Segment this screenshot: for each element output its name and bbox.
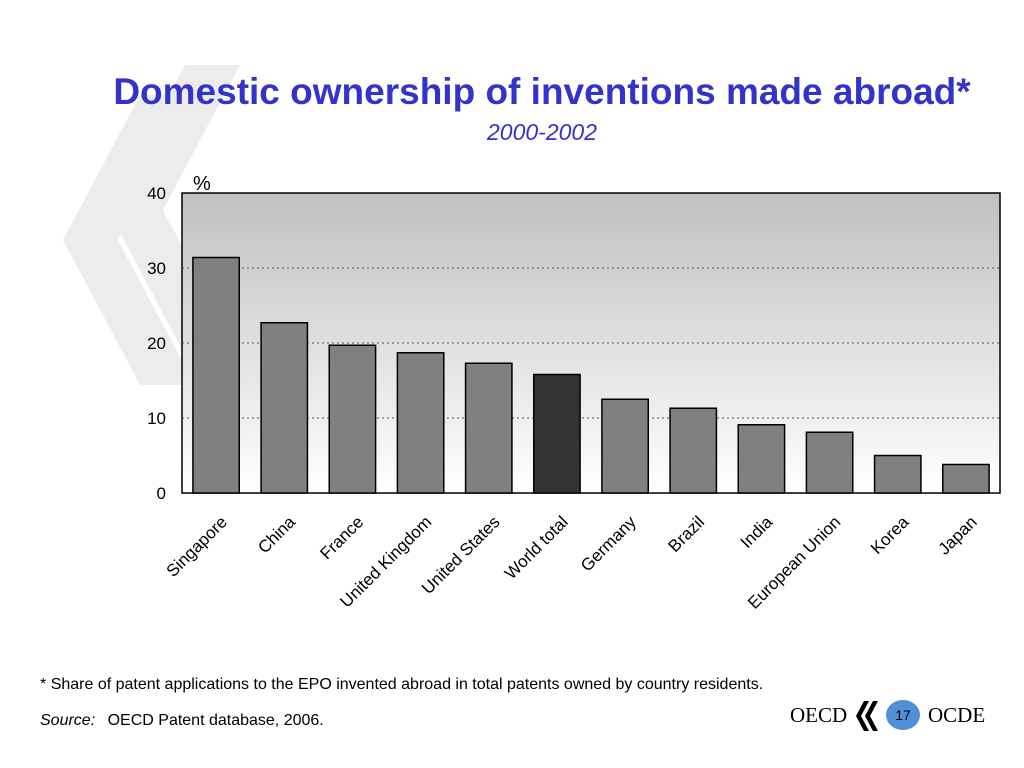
bar-france	[328, 344, 377, 494]
bar-singapore	[192, 256, 241, 494]
x-tick-label: India	[737, 512, 777, 552]
bar-korea	[873, 454, 922, 494]
bar-germany	[601, 398, 650, 494]
bar-china	[260, 322, 309, 494]
x-tick-label: Brazil	[665, 512, 708, 555]
x-tick-label: China	[254, 512, 299, 557]
source-label: Source:	[40, 712, 96, 729]
chart-subtitle: 2000-2002	[487, 119, 597, 145]
footnote: * Share of patent applications to the EP…	[40, 676, 763, 694]
logo-text-ocde: OCDE	[928, 703, 986, 727]
bar-united-kingdom	[396, 352, 445, 494]
bar-brazil	[669, 407, 718, 494]
page-number-badge: 17	[886, 700, 920, 730]
y-tick-label: 30	[147, 259, 166, 278]
y-axis-label: %	[193, 173, 211, 195]
source-text: OECD Patent database, 2006.	[107, 712, 324, 729]
footnote-text: Share of patent applications to the EPO …	[50, 676, 764, 693]
x-tick-label: World total	[501, 512, 572, 583]
bar-japan	[941, 463, 990, 494]
bar-world-total	[532, 373, 581, 494]
x-tick-label: Korea	[867, 512, 913, 558]
x-tick-label: Singapore	[163, 512, 231, 580]
oecd-logo-chevrons-icon	[856, 701, 878, 731]
y-tick-label: 10	[147, 409, 166, 428]
footnote-marker: *	[40, 676, 47, 693]
chart-title: Domestic ownership of inventions made ab…	[113, 71, 971, 112]
oecd-logo: OECD 17 OCDE	[790, 700, 1000, 732]
logo-text-oecd: OECD	[790, 703, 848, 727]
oecd-chevron-watermark-icon	[63, 65, 240, 385]
x-tick-label: France	[316, 512, 367, 563]
y-tick-label: 40	[147, 184, 166, 203]
bar-india	[737, 424, 786, 494]
x-tick-label: Germany	[577, 512, 640, 575]
y-tick-label: 0	[157, 484, 166, 503]
x-tick-label: Japan	[935, 512, 981, 558]
source-line: Source: OECD Patent database, 2006.	[40, 712, 324, 730]
y-tick-label: 20	[147, 334, 166, 353]
bar-european-union	[805, 431, 854, 494]
bar-united-states	[464, 362, 513, 494]
